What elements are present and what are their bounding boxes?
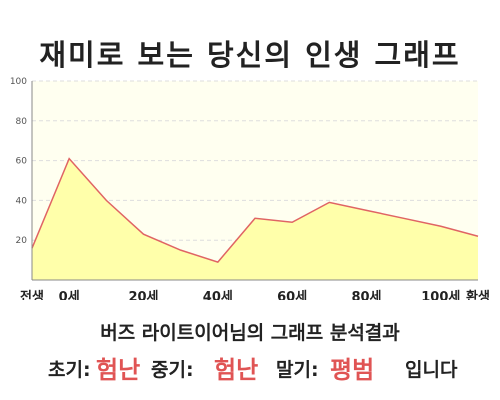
late-label: 말기: <box>276 359 319 381</box>
x-tick-label: 환생 <box>466 289 490 300</box>
x-tick-labels: 전생 0세 20세 40세 60세 80세 100세 환생 <box>20 289 490 300</box>
analysis-result: 초기: 험난 중기: 험난 말기: 평범 입니다 <box>0 349 500 384</box>
x-tick-label: 100세 <box>421 290 460 300</box>
middle-label: 중기: <box>151 359 194 381</box>
chart-title: 재미로 보는 당신의 인생 그래프 <box>39 38 461 72</box>
x-tick-label: 0세 <box>59 290 80 300</box>
early-value: 험난 <box>96 356 141 384</box>
x-tick-label: 60세 <box>277 290 307 300</box>
middle-value: 험난 <box>214 356 259 384</box>
y-tick-label: 80 <box>16 117 28 127</box>
early-label: 초기: <box>48 359 91 381</box>
x-tick-label: 전생 <box>20 289 44 300</box>
ending-text: 입니다 <box>405 359 458 381</box>
life-graph-chart: 20 40 60 80 100 전생 0세 20세 40세 60세 80세 100세 환생 <box>10 77 490 300</box>
analysis-summary: 버즈 라이트이어님의 그래프 분석결과 <box>100 322 400 344</box>
y-tick-label: 20 <box>16 236 28 246</box>
y-tick-label: 100 <box>10 77 27 87</box>
x-tick-label: 80세 <box>351 290 381 300</box>
late-value: 평범 <box>330 356 375 384</box>
x-tick-label: 40세 <box>203 290 233 300</box>
y-tick-labels: 20 40 60 80 100 <box>10 77 27 246</box>
y-tick-label: 60 <box>16 157 28 167</box>
series-line <box>31 157 479 263</box>
x-tick-label: 20세 <box>128 290 158 300</box>
y-tick-label: 40 <box>16 196 28 206</box>
